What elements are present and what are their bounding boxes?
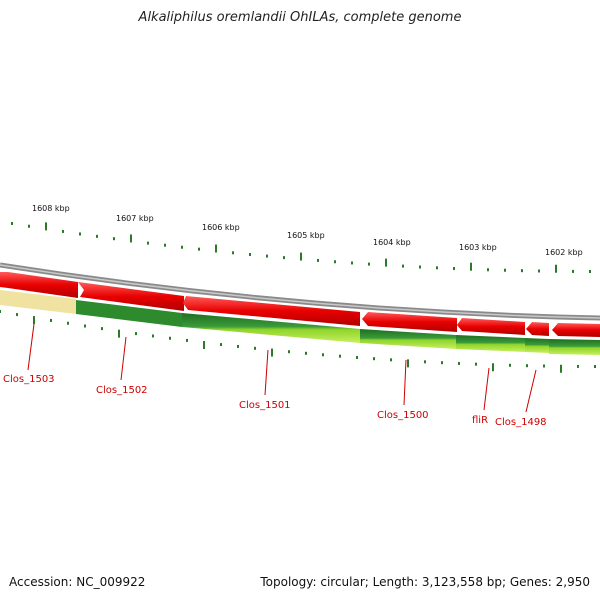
pseudo-region <box>0 290 76 314</box>
gene-bar[interactable] <box>182 313 360 343</box>
gene-label-flir[interactable]: fliR <box>472 415 488 426</box>
gene-arrow[interactable] <box>457 318 525 335</box>
gene-arrow[interactable] <box>526 322 549 336</box>
accession-text: Accession: NC_009922 <box>9 575 146 589</box>
gene-label-clos-1500[interactable]: Clos_1500 <box>377 410 429 421</box>
gene-bar[interactable] <box>76 300 182 327</box>
reverse-strand-genes <box>76 300 600 355</box>
ruler-label-1604: 1604 kbp <box>373 238 411 247</box>
gene-arrow[interactable] <box>78 282 184 311</box>
gene-bar[interactable] <box>549 339 600 355</box>
gene-arrow[interactable] <box>552 323 600 337</box>
forward-strand-genes <box>0 272 600 337</box>
ruler-label-1605: 1605 kbp <box>287 231 325 240</box>
gene-label-clos-1503[interactable]: Clos_1503 <box>3 374 55 385</box>
ruler-label-1607: 1607 kbp <box>116 214 154 223</box>
ruler-label-1603: 1603 kbp <box>459 243 497 252</box>
gene-arrow[interactable] <box>362 312 457 332</box>
lower-ticks <box>0 310 596 373</box>
map-title: Alkaliphilus oremlandii OhILAs, complete… <box>138 10 462 25</box>
gene-bar[interactable] <box>360 329 456 349</box>
gene-label-clos-1502[interactable]: Clos_1502 <box>96 385 148 396</box>
gene-bar[interactable] <box>456 335 525 352</box>
ruler-label-1606: 1606 kbp <box>202 223 240 232</box>
ruler-label-1608: 1608 kbp <box>32 204 70 213</box>
gene-arrow[interactable] <box>0 272 78 298</box>
label-leader-lines <box>27 323 537 413</box>
ruler-label-1602: 1602 kbp <box>545 248 583 257</box>
gene-label-clos-1498[interactable]: Clos_1498 <box>495 417 547 428</box>
gene-arrow[interactable] <box>183 296 360 326</box>
gene-bar[interactable] <box>525 338 549 353</box>
gene-label-clos-1501[interactable]: Clos_1501 <box>239 400 291 411</box>
genome-summary-text: Topology: circular; Length: 3,123,558 bp… <box>260 575 590 589</box>
ruler-ticks <box>11 221 591 273</box>
